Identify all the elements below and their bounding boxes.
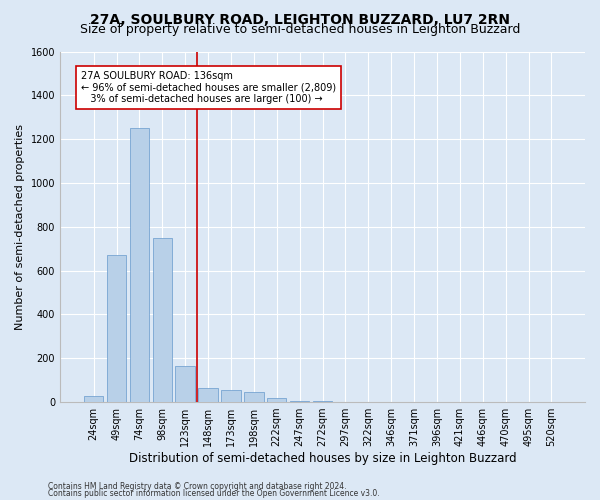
Bar xyxy=(152,238,172,402)
Bar xyxy=(107,256,126,402)
Text: Contains HM Land Registry data © Crown copyright and database right 2024.: Contains HM Land Registry data © Crown c… xyxy=(48,482,347,491)
Text: 27A SOULBURY ROAD: 136sqm
← 96% of semi-detached houses are smaller (2,809)
   3: 27A SOULBURY ROAD: 136sqm ← 96% of semi-… xyxy=(81,71,336,104)
Bar xyxy=(175,366,195,402)
Bar xyxy=(244,392,263,402)
Text: Size of property relative to semi-detached houses in Leighton Buzzard: Size of property relative to semi-detach… xyxy=(80,22,520,36)
Bar xyxy=(267,398,286,402)
Bar xyxy=(221,390,241,402)
Text: 27A, SOULBURY ROAD, LEIGHTON BUZZARD, LU7 2RN: 27A, SOULBURY ROAD, LEIGHTON BUZZARD, LU… xyxy=(90,12,510,26)
Bar xyxy=(130,128,149,402)
Bar xyxy=(84,396,103,402)
Bar xyxy=(199,388,218,402)
Y-axis label: Number of semi-detached properties: Number of semi-detached properties xyxy=(15,124,25,330)
Bar xyxy=(290,401,310,402)
Text: Contains public sector information licensed under the Open Government Licence v3: Contains public sector information licen… xyxy=(48,489,380,498)
X-axis label: Distribution of semi-detached houses by size in Leighton Buzzard: Distribution of semi-detached houses by … xyxy=(129,452,517,465)
